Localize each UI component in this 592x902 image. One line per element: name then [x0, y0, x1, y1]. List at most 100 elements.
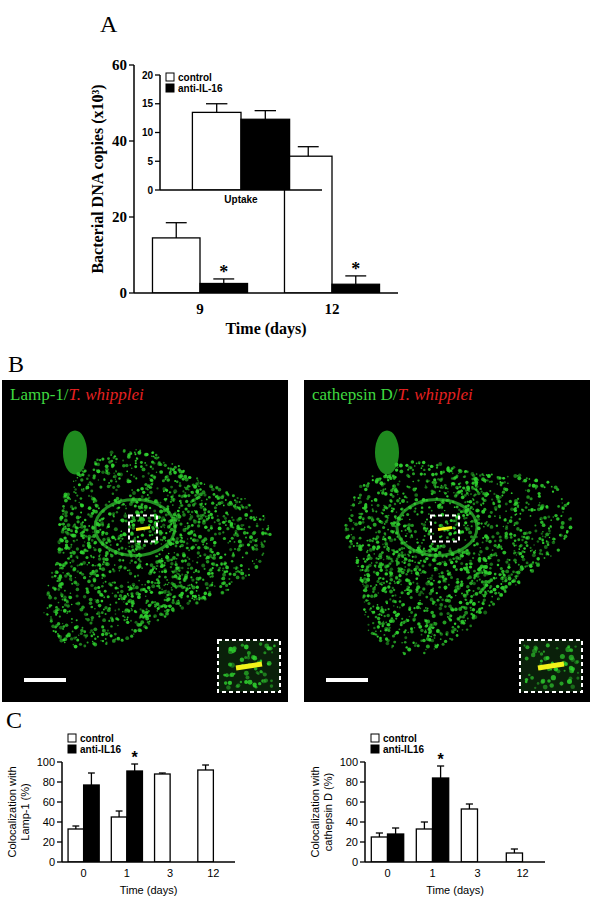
- speckle: [184, 507, 187, 510]
- bar: [127, 771, 143, 862]
- speckle: [84, 612, 88, 616]
- y-tick-label: 40: [112, 133, 127, 149]
- speckle: [190, 546, 193, 549]
- speckle: [381, 512, 383, 514]
- speckle: [154, 605, 157, 608]
- speckle: [172, 468, 175, 471]
- chart: 02040608010001312Time (days)Colocalizati…: [6, 733, 235, 896]
- error-bar: [206, 104, 227, 113]
- speckle: [145, 626, 148, 629]
- speckle: [43, 612, 45, 614]
- speckle: [73, 540, 76, 543]
- speckle: [214, 533, 217, 536]
- speckle: [253, 531, 257, 535]
- speckle: [225, 520, 227, 522]
- speckle: [131, 605, 133, 607]
- speckle: [167, 467, 169, 469]
- speckle: [165, 476, 168, 479]
- zoom-speckle: [245, 675, 249, 679]
- speckle: [58, 635, 62, 639]
- speckle: [189, 486, 191, 488]
- speckle: [85, 488, 87, 490]
- speckle: [153, 614, 157, 618]
- speckle: [252, 531, 256, 535]
- speckle: [156, 579, 158, 581]
- micrograph: Lamp-1/T. whipplei: [2, 380, 288, 702]
- speckle: [161, 558, 163, 560]
- speckle: [187, 562, 191, 566]
- speckle: [114, 586, 117, 589]
- speckle: [207, 510, 210, 513]
- speckle: [139, 615, 142, 618]
- speckle: [71, 604, 73, 606]
- speckle: [136, 458, 138, 460]
- speckle: [186, 571, 189, 574]
- error-bar: [202, 765, 209, 770]
- speckle: [236, 518, 240, 522]
- speckle: [222, 567, 224, 569]
- speckle: [177, 513, 180, 516]
- speckle: [238, 571, 240, 573]
- speckle: [183, 528, 187, 532]
- speckle: [108, 523, 110, 525]
- speckle: [54, 597, 57, 600]
- speckle: [170, 562, 173, 565]
- speckle: [101, 458, 104, 461]
- speckle: [205, 547, 207, 549]
- speckle: [151, 534, 153, 536]
- speckle: [90, 606, 93, 609]
- speckle: [104, 590, 107, 593]
- speckle: [156, 565, 158, 567]
- legend-swatch: [166, 73, 174, 81]
- speckle: [127, 479, 130, 482]
- error-bar: [392, 828, 399, 834]
- speckle: [239, 508, 241, 510]
- speckle: [220, 501, 223, 504]
- speckle: [87, 513, 89, 515]
- speckle: [234, 523, 236, 525]
- error-bar: [72, 826, 79, 829]
- speckle: [176, 558, 178, 560]
- speckle: [144, 505, 148, 509]
- speckle: [230, 503, 233, 506]
- speckle: [230, 524, 233, 527]
- speckle: [93, 643, 97, 647]
- x-tick-label: 12: [516, 867, 528, 879]
- speckle: [154, 616, 155, 617]
- speckle: [85, 636, 87, 638]
- speckle: [207, 572, 211, 576]
- speckle: [165, 514, 168, 517]
- speckle: [186, 542, 188, 544]
- speckle: [204, 592, 208, 596]
- speckle: [141, 584, 143, 586]
- speckle: [99, 567, 101, 569]
- speckle: [93, 547, 95, 549]
- speckle: [173, 492, 175, 494]
- speckle: [108, 482, 110, 484]
- speckle: [155, 568, 157, 570]
- speckle: [151, 460, 154, 463]
- speckle: [261, 531, 265, 535]
- speckle: [50, 616, 51, 617]
- speckle: [55, 611, 58, 614]
- speckle: [73, 491, 75, 493]
- y-tick: [360, 821, 365, 822]
- speckle: [122, 559, 124, 561]
- speckle: [190, 567, 193, 570]
- speckle: [66, 613, 67, 614]
- y-tick: [155, 189, 160, 190]
- speckle: [209, 484, 213, 488]
- zoom-speckle: [224, 681, 228, 685]
- y-tick: [360, 841, 365, 842]
- error-bar: [116, 811, 123, 817]
- speckle: [229, 540, 231, 542]
- speckle: [151, 581, 154, 584]
- speckle: [128, 550, 131, 553]
- speckle: [136, 457, 138, 459]
- speckle: [440, 638, 442, 640]
- bar: [461, 809, 477, 862]
- speckle: [118, 477, 120, 479]
- speckle: [238, 506, 241, 509]
- speckle: [149, 491, 153, 495]
- speckle: [115, 539, 117, 541]
